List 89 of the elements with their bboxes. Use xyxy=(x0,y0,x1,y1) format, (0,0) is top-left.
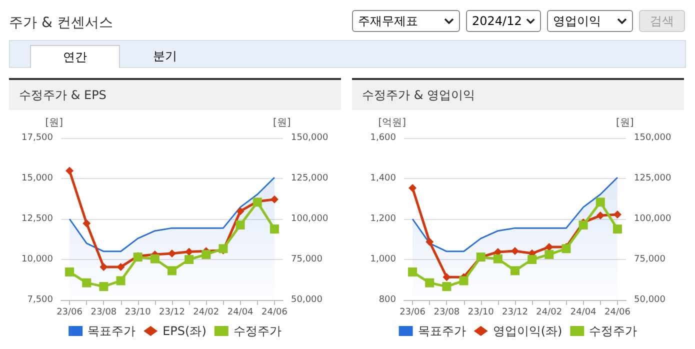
point xyxy=(511,246,519,255)
point xyxy=(459,276,468,286)
point xyxy=(82,278,92,288)
x-tick-label: 23/08 xyxy=(434,308,460,318)
y-axis-title: [억원] xyxy=(378,118,406,128)
point xyxy=(442,273,451,282)
x-tick-label: 24/06 xyxy=(261,308,288,318)
point xyxy=(99,282,108,292)
point xyxy=(596,198,605,207)
point xyxy=(168,266,176,276)
legend-label: 수정주가 xyxy=(233,324,282,338)
y2-tick-label: 125,000 xyxy=(291,174,328,184)
point xyxy=(578,220,588,230)
point xyxy=(408,184,417,192)
point xyxy=(150,254,160,264)
legend-label: 목표주가 xyxy=(88,324,136,338)
point xyxy=(612,224,622,234)
y2-tick-label: 150,000 xyxy=(634,133,672,143)
text: 영업이익 xyxy=(553,12,601,30)
y-tick-label: 12,500 xyxy=(22,214,54,224)
x-tick-label: 23/12 xyxy=(159,308,185,318)
y2-tick-label: 75,000 xyxy=(634,254,666,264)
y-tick-label: 17,500 xyxy=(22,133,54,143)
chart-title: 수정주가 & EPS xyxy=(9,78,341,110)
chart-title: 수정주가 & 영업이익 xyxy=(352,78,684,110)
point xyxy=(596,212,604,220)
x-tick-label: 24/06 xyxy=(604,308,631,318)
point xyxy=(184,255,194,264)
point xyxy=(82,219,91,228)
point xyxy=(185,248,194,256)
y2-tick-label: 125,000 xyxy=(634,174,672,184)
point xyxy=(442,282,452,292)
point xyxy=(562,244,571,254)
y2-tick-label: 50,000 xyxy=(634,295,666,305)
y2-tick-label: 75,000 xyxy=(291,254,323,264)
legend-label: EPS(좌) xyxy=(162,324,206,338)
point xyxy=(270,224,279,234)
text: 주재무제표 xyxy=(358,12,418,30)
point xyxy=(528,255,537,264)
text: 분기 xyxy=(152,48,178,65)
x-tick-label: 23/06 xyxy=(400,308,426,318)
x-tick-label: 23/10 xyxy=(468,308,494,318)
point xyxy=(116,262,125,271)
text: 주가 & 컨센서스 xyxy=(9,14,113,32)
legend-label: 목표주가 xyxy=(418,324,466,338)
text: 2024/12 xyxy=(472,14,522,28)
y2-axis-title: [원] xyxy=(616,118,634,128)
point xyxy=(168,250,176,258)
point xyxy=(100,262,108,271)
text: 연간 xyxy=(30,45,120,68)
y-tick-label: 15,000 xyxy=(22,174,54,184)
point xyxy=(236,207,244,216)
y2-tick-label: 100,000 xyxy=(634,214,672,224)
x-tick-label: 24/02 xyxy=(193,308,220,318)
y-tick-label: 800 xyxy=(378,295,396,305)
point xyxy=(493,254,502,264)
y-tick-label: 1,400 xyxy=(370,174,396,184)
legend-label: 수정주가 xyxy=(589,324,638,338)
x-tick-label: 23/06 xyxy=(56,308,83,318)
y2-axis-title: [원] xyxy=(273,118,291,128)
point xyxy=(270,195,278,204)
y-tick-label: 1,000 xyxy=(370,254,396,264)
point xyxy=(545,242,554,251)
legend-label: 영업이익(좌) xyxy=(492,324,562,338)
point xyxy=(544,250,554,259)
point xyxy=(426,238,434,246)
y2-tick-label: 100,000 xyxy=(291,214,328,224)
point xyxy=(510,266,520,276)
point xyxy=(408,267,418,276)
x-tick-label: 24/04 xyxy=(570,308,597,318)
y-tick-label: 10,000 xyxy=(22,254,54,264)
x-tick-label: 23/10 xyxy=(124,308,152,318)
point xyxy=(65,267,74,276)
point xyxy=(425,278,434,288)
y2-tick-label: 50,000 xyxy=(291,295,323,305)
y-tick-label: 1,600 xyxy=(370,133,396,143)
point xyxy=(66,166,74,175)
text: 검색 xyxy=(639,10,685,32)
y-axis-title: [원] xyxy=(45,118,64,128)
x-tick-label: 24/04 xyxy=(227,308,254,318)
y-tick-label: 1,200 xyxy=(370,214,396,224)
point xyxy=(202,250,211,259)
point xyxy=(236,220,245,230)
y-tick-label: 7,500 xyxy=(27,295,54,305)
y2-tick-label: 150,000 xyxy=(291,133,328,143)
x-tick-label: 23/08 xyxy=(90,308,117,318)
point xyxy=(116,276,126,286)
x-tick-label: 23/12 xyxy=(502,308,528,318)
x-tick-label: 24/02 xyxy=(536,308,562,318)
